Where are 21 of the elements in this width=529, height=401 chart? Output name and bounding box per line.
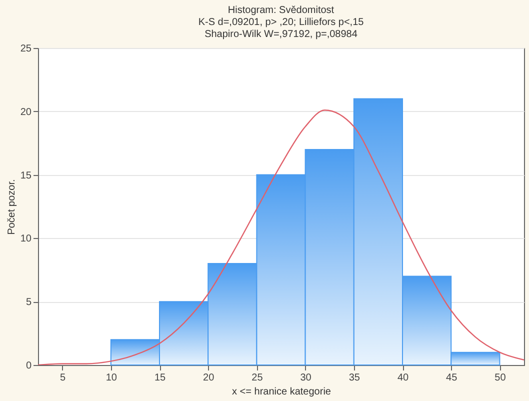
x-tick-label: 15 bbox=[154, 372, 166, 384]
y-axis-title: Počet pozor. bbox=[6, 179, 18, 235]
text: Shapiro-Wilk W=,97192, p=,08984 bbox=[204, 29, 358, 40]
x-tick-label: 5 bbox=[60, 372, 66, 384]
y-tick-label: 5 bbox=[26, 297, 32, 308]
x-tick-label: 25 bbox=[252, 372, 264, 384]
x-tick-label: 50 bbox=[494, 372, 506, 384]
y-tick-label: 0 bbox=[26, 360, 32, 372]
y-tick-label: 15 bbox=[20, 170, 32, 182]
x-tick-label: 20 bbox=[203, 372, 215, 384]
x-tick-label: 40 bbox=[397, 372, 409, 384]
x-tick-label: 45 bbox=[446, 372, 458, 384]
x-tick-label: 10 bbox=[106, 372, 118, 384]
y-tick-label: 20 bbox=[20, 106, 32, 118]
x-tick-label: 30 bbox=[300, 372, 312, 384]
x-tick-label: 35 bbox=[348, 372, 360, 384]
y-tick-label: 25 bbox=[20, 44, 32, 54]
chart-title: Histogram: Svědomitost bbox=[228, 5, 334, 16]
x-axis-title: x <= hranice kategorie bbox=[232, 386, 332, 398]
y-tick-label: 10 bbox=[20, 234, 32, 245]
chart-subtitle: K-S d=,09201, p> ,20; Lilliefors p<,15 bbox=[198, 17, 364, 28]
